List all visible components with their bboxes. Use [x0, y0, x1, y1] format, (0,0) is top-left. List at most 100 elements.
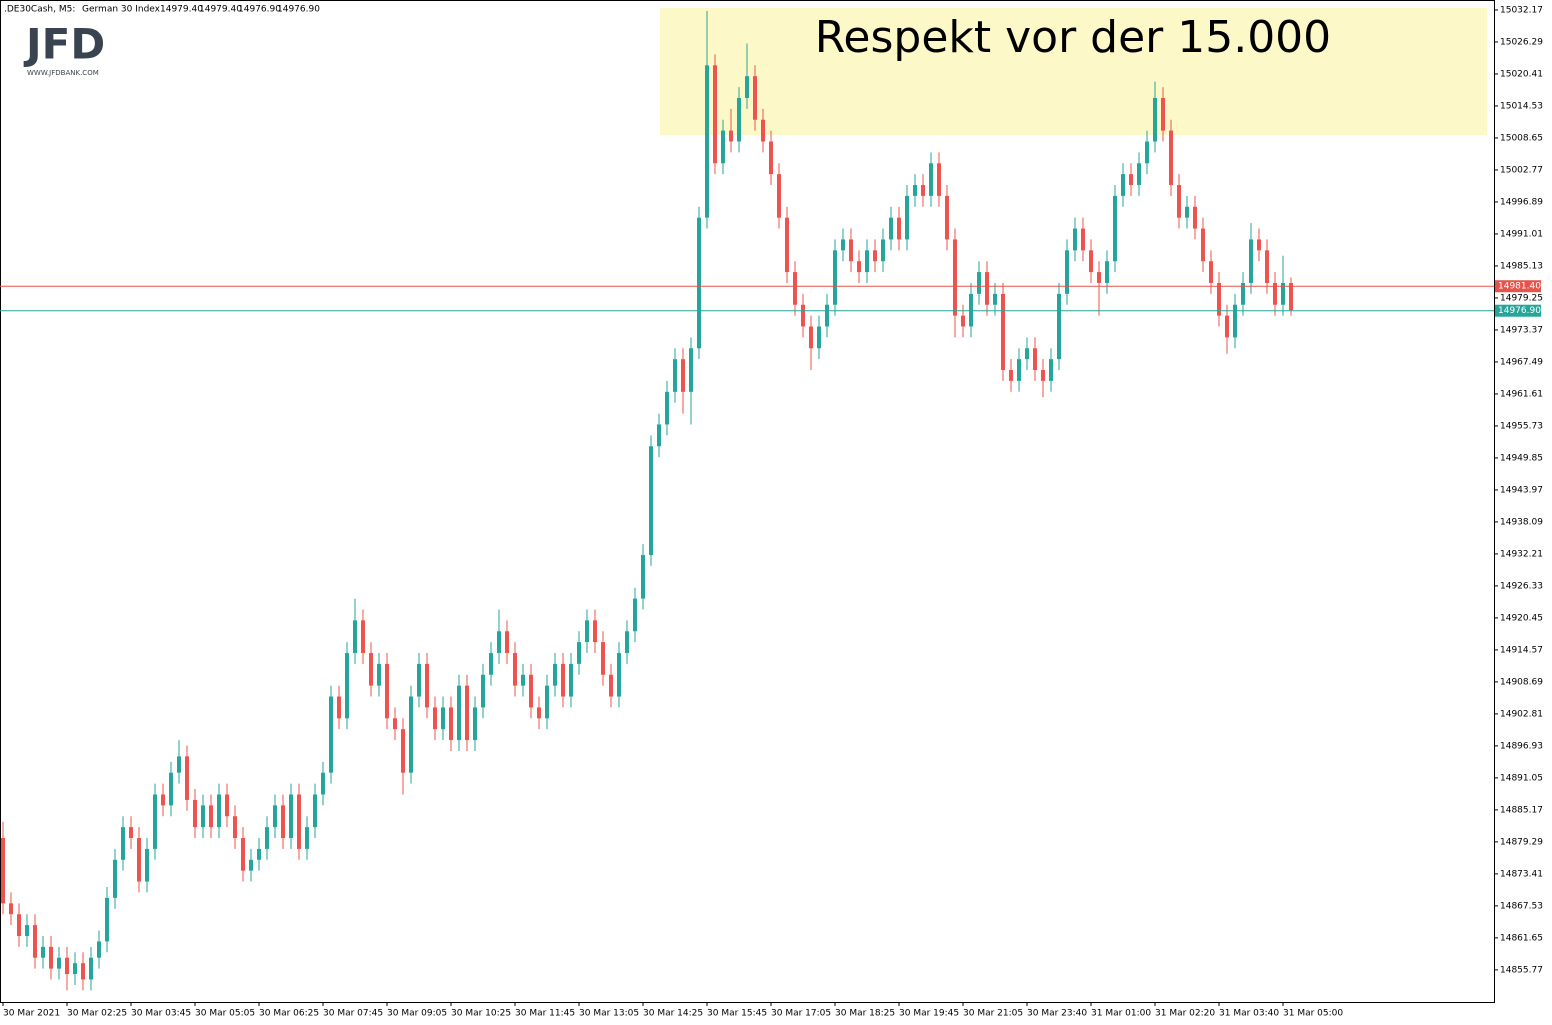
y-tick-label: 14914.57 [1500, 645, 1543, 655]
candle-body [729, 130, 733, 142]
candle-body [273, 805, 277, 828]
candle-body [353, 620, 357, 653]
candle-body [121, 827, 125, 860]
candle-body [689, 348, 693, 392]
x-tick-label: 30 Mar 09:05 [387, 1009, 447, 1019]
candle-body [1049, 359, 1053, 381]
candle-body [441, 707, 445, 730]
y-tick-label: 14996.89 [1500, 197, 1543, 207]
x-tick-label: 30 Mar 07:45 [323, 1009, 383, 1019]
y-tick-label: 15026.29 [1500, 37, 1543, 47]
y-tick-label: 14896.93 [1500, 741, 1543, 751]
candle-body [745, 76, 749, 98]
candle-body [1161, 97, 1165, 131]
y-tick-label: 14961.61 [1500, 389, 1543, 399]
candle-body [313, 794, 317, 828]
candle-body [1281, 282, 1285, 305]
candle-body [409, 696, 413, 773]
x-tick-label: 30 Mar 18:25 [835, 1009, 895, 1019]
candle-body [937, 163, 941, 196]
candle-body [569, 663, 573, 697]
candle-body [1177, 185, 1181, 218]
candle-body [897, 217, 901, 240]
y-tick-label: 15014.53 [1500, 101, 1543, 111]
candle-body [809, 326, 813, 349]
candle-body [593, 620, 597, 643]
y-tick-label: 14861.65 [1500, 933, 1543, 943]
candle-body [193, 799, 197, 828]
y-tick-label: 14867.53 [1500, 901, 1543, 911]
candle-body [617, 652, 621, 697]
highlight-zone [660, 8, 1487, 135]
candle-body [345, 652, 349, 719]
candle-body [841, 239, 845, 251]
y-tick-label: 15032.17 [1500, 5, 1543, 15]
x-tick-label: 31 Mar 03:40 [1219, 1009, 1279, 1019]
candle-body [1217, 282, 1221, 316]
x-tick-label: 30 Mar 06:25 [259, 1009, 319, 1019]
candle-body [505, 631, 509, 653]
y-tick-label: 14873.41 [1500, 869, 1543, 879]
candle-body [33, 925, 37, 958]
description: German 30 Index [82, 5, 161, 15]
candle-body [921, 185, 925, 196]
candle-body [825, 304, 829, 327]
candle-body [377, 663, 381, 686]
candle-body [769, 141, 773, 175]
candle-body [1225, 315, 1229, 338]
x-tick-label: 30 Mar 05:05 [195, 1009, 255, 1019]
candle-body [129, 827, 133, 839]
candle-body [817, 326, 821, 349]
candle-body [481, 674, 485, 708]
y-tick-label: 14938.09 [1500, 517, 1543, 527]
candle-body [385, 663, 389, 719]
x-tick-label: 30 Mar 23:40 [1027, 1009, 1087, 1019]
y-tick-label: 14902.81 [1500, 709, 1543, 719]
x-tick-label: 30 Mar 15:45 [707, 1009, 767, 1019]
candle-body [513, 652, 517, 686]
candle-body [1257, 239, 1261, 251]
candle-body [545, 685, 549, 719]
candle-body [1289, 282, 1293, 311]
candle-body [1145, 141, 1149, 164]
y-tick-label: 14885.17 [1500, 805, 1543, 815]
x-tick-label: 30 Mar 21:05 [963, 1009, 1023, 1019]
candle-body [185, 756, 189, 800]
candle-body [985, 272, 989, 305]
candle-body [209, 805, 213, 828]
candle-body [65, 957, 69, 975]
y-tick-label: 14949.85 [1500, 453, 1543, 463]
candle-body [609, 674, 613, 697]
candle-body [1057, 293, 1061, 360]
candle-body [961, 315, 965, 327]
candle-body [721, 130, 725, 164]
candle-body [673, 359, 677, 392]
candle-body [865, 250, 869, 273]
candle-body [1209, 261, 1213, 283]
candle-body [217, 794, 221, 828]
y-tick-label: 14979.25 [1500, 293, 1543, 303]
candle-body [793, 272, 797, 305]
candle-body [1153, 97, 1157, 142]
x-tick-label: 31 Mar 02:20 [1155, 1009, 1215, 1019]
candle-body [849, 239, 853, 262]
candle-body [601, 642, 605, 675]
candle-body [649, 446, 653, 556]
candle-body [25, 925, 29, 936]
y-tick-label: 14920.45 [1500, 613, 1543, 623]
logo: JFD [23, 20, 105, 69]
candle-body [777, 174, 781, 218]
header-price: 14979.40 [199, 5, 242, 15]
candle-body [1001, 293, 1005, 371]
candle-body [9, 903, 13, 915]
candle-body [665, 391, 669, 425]
candle-body [1041, 370, 1045, 381]
candle-body [49, 946, 53, 969]
x-tick-label: 30 Mar 19:45 [899, 1009, 959, 1019]
candle-body [201, 805, 205, 828]
candle-body [289, 794, 293, 839]
candle-body [1, 838, 5, 904]
candle-body [1009, 370, 1013, 381]
